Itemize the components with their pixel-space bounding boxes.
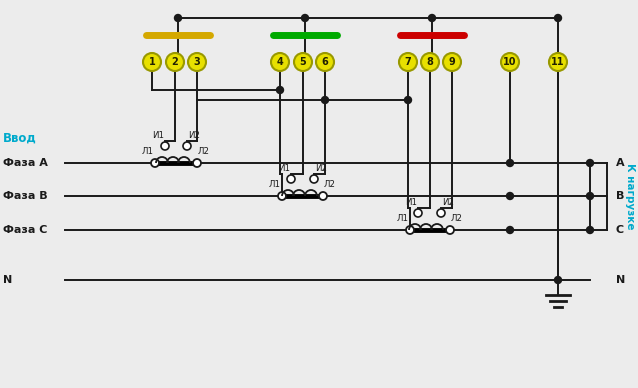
Circle shape [271, 53, 289, 71]
Circle shape [302, 56, 308, 62]
Circle shape [586, 192, 593, 199]
Text: 1: 1 [149, 57, 156, 67]
Circle shape [501, 53, 519, 71]
Circle shape [193, 159, 201, 167]
Text: К нагрузке: К нагрузке [625, 163, 635, 230]
Circle shape [316, 53, 334, 71]
Circle shape [507, 227, 514, 234]
Circle shape [278, 192, 286, 200]
Text: Л1: Л1 [397, 214, 409, 223]
Circle shape [183, 142, 191, 150]
Text: Ввод: Ввод [3, 132, 37, 145]
Text: Л1: Л1 [269, 180, 281, 189]
Circle shape [294, 53, 312, 71]
Text: Фаза B: Фаза B [3, 191, 48, 201]
Text: C: C [616, 225, 624, 235]
Circle shape [310, 175, 318, 183]
Text: И2: И2 [188, 131, 200, 140]
Text: 5: 5 [300, 57, 306, 67]
Text: 4: 4 [277, 57, 283, 67]
Text: Л2: Л2 [324, 180, 336, 189]
Circle shape [446, 226, 454, 234]
Circle shape [586, 159, 593, 166]
Text: Фаза A: Фаза A [3, 158, 48, 168]
Circle shape [175, 14, 181, 21]
Text: 6: 6 [322, 57, 329, 67]
Circle shape [404, 97, 412, 104]
Circle shape [161, 142, 169, 150]
Circle shape [429, 14, 436, 21]
Circle shape [586, 227, 593, 234]
Text: Фаза C: Фаза C [3, 225, 47, 235]
Text: И1: И1 [278, 164, 290, 173]
Circle shape [414, 209, 422, 217]
Text: И2: И2 [315, 164, 327, 173]
Circle shape [507, 192, 514, 199]
Circle shape [443, 53, 461, 71]
Text: И1: И1 [405, 198, 417, 207]
Text: 8: 8 [427, 57, 433, 67]
Circle shape [175, 56, 181, 62]
Circle shape [399, 53, 417, 71]
Circle shape [437, 209, 445, 217]
Text: 3: 3 [193, 57, 200, 67]
Circle shape [429, 56, 435, 62]
Circle shape [406, 226, 414, 234]
Circle shape [322, 97, 329, 104]
Text: 2: 2 [172, 57, 179, 67]
Text: Л1: Л1 [142, 147, 154, 156]
Circle shape [151, 159, 159, 167]
Circle shape [166, 53, 184, 71]
Text: B: B [616, 191, 625, 201]
Text: 10: 10 [503, 57, 517, 67]
Circle shape [319, 192, 327, 200]
Text: Л2: Л2 [451, 214, 463, 223]
Circle shape [188, 53, 206, 71]
Circle shape [507, 159, 514, 166]
Text: A: A [616, 158, 625, 168]
Text: N: N [616, 275, 625, 285]
Circle shape [302, 14, 309, 21]
Text: 11: 11 [551, 57, 565, 67]
Text: 9: 9 [449, 57, 456, 67]
Circle shape [287, 175, 295, 183]
Text: N: N [3, 275, 12, 285]
Circle shape [276, 87, 283, 94]
Circle shape [421, 53, 439, 71]
Text: И1: И1 [152, 131, 164, 140]
Circle shape [554, 277, 561, 284]
Circle shape [549, 53, 567, 71]
Circle shape [554, 14, 561, 21]
Text: 7: 7 [404, 57, 412, 67]
Circle shape [143, 53, 161, 71]
Text: Л2: Л2 [198, 147, 210, 156]
Text: И2: И2 [442, 198, 454, 207]
